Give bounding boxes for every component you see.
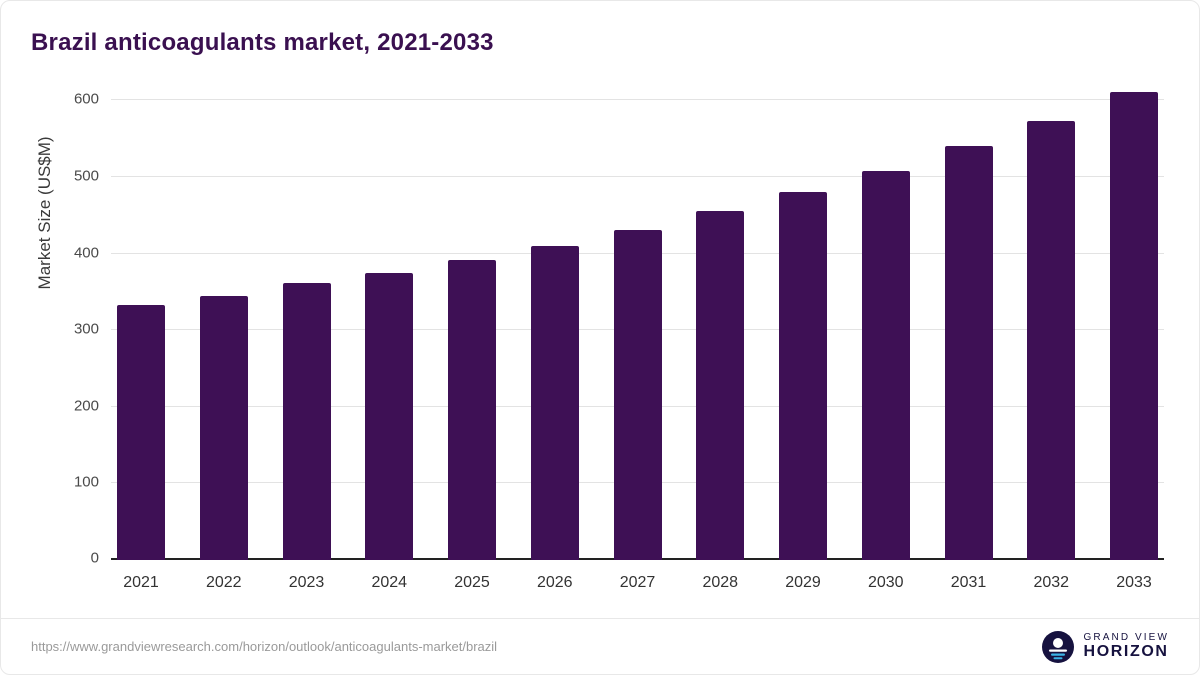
x-tick-label: 2022 [205, 574, 242, 591]
y-tick-label: 100 [73, 473, 99, 491]
x-tick-label: 2027 [619, 574, 656, 591]
bar-2032 [1027, 121, 1076, 560]
bar-slot: 2025 [448, 85, 496, 591]
x-tick-label: 2021 [123, 574, 159, 591]
bar-slot: 2027 [613, 85, 662, 591]
bar-slot: 2023 [282, 85, 331, 591]
bar-2033 [1110, 91, 1158, 560]
y-axis-label: Market Size (US$M) [35, 135, 54, 289]
bar-2027 [613, 229, 662, 560]
brand-text: GRAND VIEW HORIZON [1084, 632, 1169, 661]
bar-2031 [944, 146, 993, 560]
bar-slot: 2032 [1027, 85, 1076, 591]
bar-slot: 2022 [199, 85, 248, 591]
x-tick-label: 2029 [785, 574, 821, 591]
bar-slot: 2026 [530, 85, 579, 591]
x-tick-label: 2023 [288, 574, 325, 591]
brand-logo: GRAND VIEW HORIZON [1041, 630, 1169, 664]
y-tick-label: 400 [73, 244, 99, 262]
x-tick-label: 2026 [536, 574, 573, 591]
brand-name-top: GRAND VIEW [1083, 632, 1169, 644]
bar-slot: 2028 [696, 85, 745, 591]
bars-container: 2021 2022 2023 2024 2025 2026 2027 2028 2029 2030… [117, 85, 1158, 591]
x-tick-label: 2033 [1116, 574, 1152, 591]
bar-2029 [779, 191, 827, 560]
bar-slot: 2030 [861, 85, 910, 591]
bar-slot: 2021 [117, 85, 165, 591]
y-tick-label: 200 [73, 397, 99, 415]
y-tick-label: 0 [90, 549, 99, 567]
x-tick-label: 2024 [371, 574, 408, 591]
bar-chart: Market Size (US$M) 600 500 400 300 200 100 0 2… [31, 67, 1164, 618]
plot-area: 600 500 400 300 200 100 0 2021 2022 2023 2024 2025… [74, 85, 1164, 591]
brand-name-bottom: HORIZON [1083, 643, 1169, 661]
bar-2024 [365, 272, 414, 560]
bar-2028 [696, 211, 745, 560]
bar-slot: 2024 [365, 85, 414, 591]
x-tick-label: 2032 [1033, 574, 1070, 591]
bar-slot: 2029 [779, 85, 827, 591]
y-tick-label: 300 [73, 320, 99, 338]
x-tick-label: 2028 [702, 574, 739, 591]
gridline: 500 [74, 167, 1164, 184]
chart-title: Brazil anticoagulants market, 2021-2033 [31, 29, 494, 56]
source-url: https://www.grandviewresearch.com/horizo… [31, 639, 498, 654]
horizon-logo-icon [1041, 630, 1075, 664]
x-tick-label: 2025 [454, 574, 490, 591]
footer: https://www.grandviewresearch.com/horizo… [1, 618, 1199, 674]
y-tick-label: 600 [73, 90, 99, 108]
bar-slot: 2031 [944, 85, 993, 591]
bar-2022 [199, 295, 248, 560]
bar-slot: 2033 [1110, 85, 1158, 591]
bar-2021 [117, 304, 165, 560]
bar-2026 [530, 245, 579, 560]
x-tick-label: 2030 [867, 574, 904, 591]
gridline: 600 [74, 91, 1164, 108]
bar-2025 [448, 259, 496, 560]
bar-2023 [282, 282, 331, 560]
x-tick-label: 2031 [950, 574, 987, 591]
y-tick-label: 500 [73, 167, 99, 185]
bar-2030 [861, 170, 910, 560]
